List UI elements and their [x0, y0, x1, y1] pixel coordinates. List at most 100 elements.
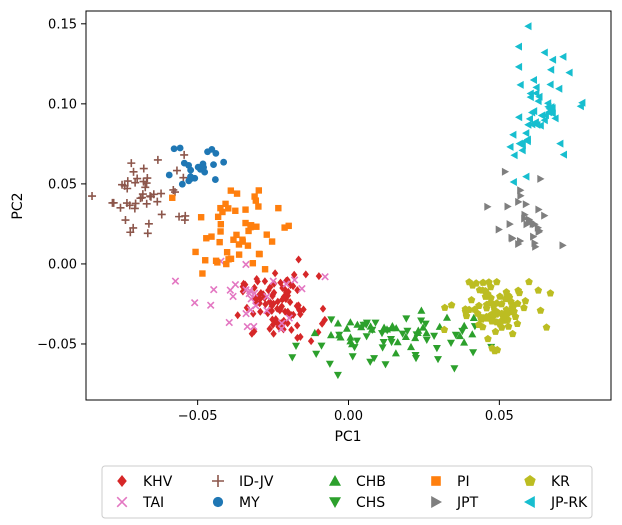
- point-my: [211, 176, 219, 183]
- point-chs: [422, 336, 431, 344]
- point-khv: [261, 277, 269, 286]
- point-chb: [411, 333, 420, 342]
- point-jp-rk: [559, 150, 567, 159]
- point-khv: [271, 269, 279, 278]
- point-pi: [217, 204, 224, 212]
- point-jp-rk: [532, 83, 540, 92]
- point-pi: [239, 236, 246, 243]
- point-tai: [263, 292, 271, 301]
- point-pi: [214, 213, 222, 221]
- point-pi: [233, 190, 241, 197]
- legend-label-chs: CHS: [356, 495, 385, 511]
- point-my: [187, 166, 195, 174]
- point-my: [187, 173, 194, 181]
- point-jp-rk: [518, 139, 526, 148]
- point-id-jv: [172, 166, 181, 175]
- point-jp-rk: [529, 76, 537, 84]
- point-kr: [492, 299, 501, 307]
- point-khv: [239, 287, 247, 296]
- point-kr: [441, 303, 449, 311]
- point-id-jv: [180, 150, 189, 159]
- point-kr: [542, 323, 551, 331]
- y-tick-label: 0.00: [48, 257, 77, 272]
- point-jp-rk: [509, 130, 517, 139]
- point-chs: [288, 354, 297, 362]
- legend-marker-jp-rk: [524, 496, 535, 508]
- point-my: [180, 159, 188, 167]
- point-kr: [440, 325, 449, 333]
- point-pi: [261, 266, 269, 273]
- point-khv: [269, 320, 277, 329]
- point-jp-rk: [534, 97, 542, 106]
- point-khv: [295, 301, 302, 310]
- point-tai: [245, 286, 254, 295]
- legend-marker-pi: [431, 476, 441, 486]
- point-jpt: [535, 205, 543, 214]
- point-khv: [290, 310, 297, 319]
- point-pi: [256, 250, 263, 258]
- point-id-jv: [126, 228, 135, 237]
- point-chs: [335, 331, 344, 339]
- point-pi: [235, 251, 243, 258]
- point-chb: [455, 331, 464, 340]
- point-jp-rk: [540, 48, 548, 57]
- point-pi: [235, 241, 243, 248]
- point-jp-rk: [528, 120, 536, 129]
- point-kr: [503, 309, 512, 317]
- point-pi: [251, 193, 258, 200]
- point-chs: [312, 350, 321, 358]
- point-pi: [247, 223, 254, 231]
- axes-layer: −0.05 0.00 0.05 −0.05 0.00 0.05 0.10 0.15: [37, 17, 514, 424]
- y-tick-label: −0.05: [37, 337, 77, 352]
- point-chs: [366, 358, 375, 366]
- point-chb: [310, 328, 319, 337]
- point-pi: [214, 259, 221, 266]
- point-khv: [243, 303, 251, 312]
- point-jp-rk: [533, 120, 541, 129]
- point-chb: [353, 320, 362, 328]
- point-tai: [247, 295, 255, 303]
- point-tai: [285, 314, 294, 322]
- point-khv: [277, 278, 284, 287]
- point-chs: [387, 338, 396, 347]
- point-id-jv: [157, 210, 166, 219]
- point-khv: [283, 288, 290, 297]
- point-jp-rk: [551, 114, 559, 123]
- point-jpt: [541, 211, 549, 220]
- point-khv: [253, 275, 260, 283]
- point-id-jv: [122, 199, 131, 208]
- point-kr: [465, 305, 473, 313]
- point-chb: [401, 332, 410, 340]
- point-pi: [255, 203, 262, 210]
- point-chb: [357, 323, 366, 331]
- point-kr: [515, 288, 524, 297]
- point-kr: [475, 301, 483, 309]
- point-tai: [225, 318, 234, 327]
- point-pi: [275, 204, 282, 212]
- point-kr: [491, 327, 500, 335]
- point-jp-rk: [559, 52, 567, 61]
- legend-marker-chb: [329, 475, 341, 486]
- point-chs: [450, 365, 459, 373]
- point-pi: [208, 233, 215, 240]
- point-jpt: [517, 191, 525, 200]
- point-id-jv: [146, 192, 155, 201]
- point-chb: [391, 349, 400, 357]
- point-jpt: [508, 233, 516, 242]
- point-pi: [219, 208, 226, 216]
- point-chs: [434, 356, 442, 364]
- point-jp-rk: [515, 113, 523, 122]
- point-tai: [250, 289, 259, 298]
- point-tai: [209, 285, 218, 294]
- legend-marker-jpt: [431, 496, 442, 508]
- point-jpt: [523, 220, 531, 229]
- point-chb: [346, 337, 355, 345]
- point-khv: [248, 329, 256, 338]
- point-khv: [294, 333, 301, 342]
- x-tick-label: 0.05: [485, 409, 514, 424]
- point-chs: [447, 339, 455, 347]
- point-pi: [255, 187, 263, 194]
- point-tai: [171, 277, 180, 285]
- point-khv: [302, 270, 309, 279]
- point-chs: [398, 330, 407, 338]
